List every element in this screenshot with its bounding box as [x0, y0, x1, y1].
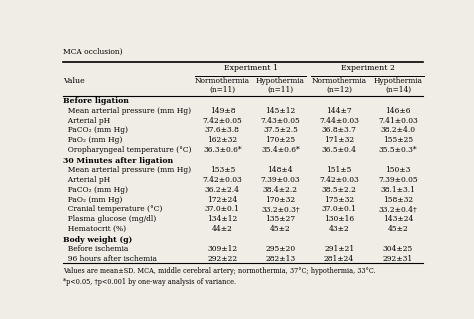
Text: 36.3±0.6*: 36.3±0.6* [203, 146, 242, 154]
Text: Body weight (g): Body weight (g) [63, 235, 132, 243]
Text: 38.1±3.1: 38.1±3.1 [381, 186, 415, 194]
Text: 291±21: 291±21 [324, 245, 354, 253]
Text: PaCO₂ (mm Hg): PaCO₂ (mm Hg) [63, 186, 128, 194]
Text: 36.8±3.7: 36.8±3.7 [322, 126, 356, 135]
Text: *p<0.05, †p<0.001 by one-way analysis of variance.: *p<0.05, †p<0.001 by one-way analysis of… [63, 278, 236, 286]
Text: Values are mean±SD. MCA, middle cerebral artery; normothermia, 37°C; hypothermia: Values are mean±SD. MCA, middle cerebral… [63, 267, 376, 275]
Text: Arterial pH: Arterial pH [63, 176, 110, 184]
Text: 37.0±0.1: 37.0±0.1 [322, 205, 356, 213]
Text: 309±12: 309±12 [207, 245, 237, 253]
Text: Hypothermia
(n=14): Hypothermia (n=14) [374, 77, 422, 94]
Text: Normothermia
(n=12): Normothermia (n=12) [312, 77, 367, 94]
Text: 151±5: 151±5 [327, 166, 352, 174]
Text: 172±24: 172±24 [207, 196, 237, 204]
Text: 282±13: 282±13 [265, 255, 295, 263]
Text: 7.42±0.03: 7.42±0.03 [319, 176, 359, 184]
Text: Before ischemia: Before ischemia [63, 245, 128, 253]
Text: 7.39±0.03: 7.39±0.03 [261, 176, 300, 184]
Text: 7.41±0.03: 7.41±0.03 [378, 117, 418, 125]
Text: 44±2: 44±2 [212, 225, 233, 233]
Text: 175±32: 175±32 [324, 196, 354, 204]
Text: 304±25: 304±25 [383, 245, 413, 253]
Text: 130±16: 130±16 [324, 215, 354, 223]
Text: Cranial temperature (°C): Cranial temperature (°C) [63, 205, 162, 213]
Text: 37.5±2.5: 37.5±2.5 [263, 126, 298, 135]
Text: 281±24: 281±24 [324, 255, 354, 263]
Text: Value: Value [63, 77, 85, 85]
Text: 170±32: 170±32 [265, 196, 295, 204]
Text: 145±12: 145±12 [265, 107, 295, 115]
Text: 143±24: 143±24 [383, 215, 413, 223]
Text: 170±25: 170±25 [265, 136, 295, 144]
Text: 7.42±0.03: 7.42±0.03 [202, 176, 242, 184]
Text: Mean arterial pressure (mm Hg): Mean arterial pressure (mm Hg) [63, 107, 191, 115]
Text: Experiment 1: Experiment 1 [224, 63, 278, 71]
Text: 36.5±0.4: 36.5±0.4 [322, 146, 356, 154]
Text: 158±32: 158±32 [383, 196, 413, 204]
Text: 43±2: 43±2 [329, 225, 349, 233]
Text: MCA occlusion): MCA occlusion) [63, 48, 123, 56]
Text: 150±3: 150±3 [385, 166, 410, 174]
Text: 38.4±2.2: 38.4±2.2 [263, 186, 298, 194]
Text: Hypothermia
(n=11): Hypothermia (n=11) [256, 77, 305, 94]
Text: 37.0±0.1: 37.0±0.1 [205, 205, 240, 213]
Text: 292±31: 292±31 [383, 255, 413, 263]
Text: 149±8: 149±8 [210, 107, 235, 115]
Text: PaO₂ (mm Hg): PaO₂ (mm Hg) [63, 196, 122, 204]
Text: 37.6±3.8: 37.6±3.8 [205, 126, 240, 135]
Text: 7.42±0.05: 7.42±0.05 [202, 117, 242, 125]
Text: 36.2±2.4: 36.2±2.4 [205, 186, 240, 194]
Text: PaCO₂ (mm Hg): PaCO₂ (mm Hg) [63, 126, 128, 135]
Text: Oropharyngeal temperature (°C): Oropharyngeal temperature (°C) [63, 146, 191, 154]
Text: 7.39±0.05: 7.39±0.05 [378, 176, 418, 184]
Text: 38.2±4.0: 38.2±4.0 [381, 126, 415, 135]
Text: Normothermia
(n=11): Normothermia (n=11) [195, 77, 250, 94]
Text: 295±20: 295±20 [265, 245, 295, 253]
Text: 38.5±2.2: 38.5±2.2 [322, 186, 356, 194]
Text: 153±5: 153±5 [210, 166, 235, 174]
Text: 33.2±0.3†: 33.2±0.3† [261, 205, 300, 213]
Text: 134±12: 134±12 [207, 215, 237, 223]
Text: 7.43±0.05: 7.43±0.05 [261, 117, 300, 125]
Text: 96 hours after ischemia: 96 hours after ischemia [63, 255, 157, 263]
Text: Hematocrit (%): Hematocrit (%) [63, 225, 126, 233]
Text: Arterial pH: Arterial pH [63, 117, 110, 125]
Text: 33.2±0.4†: 33.2±0.4† [379, 205, 417, 213]
Text: Plasma glucose (mg/dl): Plasma glucose (mg/dl) [63, 215, 156, 223]
Text: 45±2: 45±2 [270, 225, 291, 233]
Text: 30 Minutes after ligation: 30 Minutes after ligation [63, 157, 173, 165]
Text: 45±2: 45±2 [388, 225, 408, 233]
Text: 35.5±0.3*: 35.5±0.3* [379, 146, 417, 154]
Text: PaO₂ (mm Hg): PaO₂ (mm Hg) [63, 136, 122, 144]
Text: 292±22: 292±22 [207, 255, 237, 263]
Text: 135±27: 135±27 [265, 215, 295, 223]
Text: 144±7: 144±7 [327, 107, 352, 115]
Text: 35.4±0.6*: 35.4±0.6* [261, 146, 300, 154]
Text: Experiment 2: Experiment 2 [341, 63, 395, 71]
Text: Mean arterial pressure (mm Hg): Mean arterial pressure (mm Hg) [63, 166, 191, 174]
Text: 155±25: 155±25 [383, 136, 413, 144]
Text: 162±32: 162±32 [207, 136, 237, 144]
Text: 146±6: 146±6 [385, 107, 410, 115]
Text: 171±32: 171±32 [324, 136, 354, 144]
Text: 7.44±0.03: 7.44±0.03 [319, 117, 359, 125]
Text: Before ligation: Before ligation [63, 97, 129, 105]
Text: 148±4: 148±4 [268, 166, 293, 174]
